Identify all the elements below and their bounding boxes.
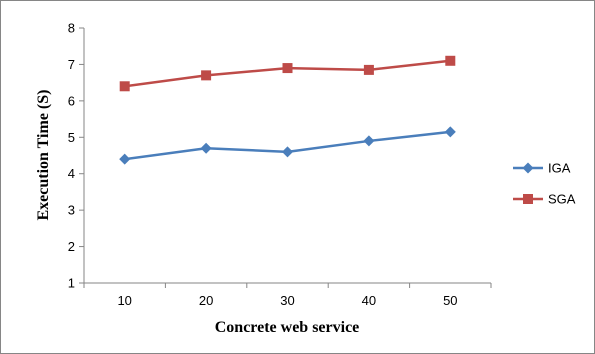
data-point — [282, 146, 293, 158]
data-point — [282, 63, 293, 74]
data-point — [444, 126, 456, 138]
legend: IGA SGA — [513, 161, 576, 207]
y-tick-label: 4 — [68, 166, 75, 181]
y-tick-label: 7 — [68, 57, 75, 72]
legend-item-iga: IGA — [513, 161, 571, 176]
data-point — [201, 70, 212, 81]
legend-item-sga: SGA — [513, 192, 576, 207]
x-tick-label: 30 — [280, 293, 294, 308]
x-tick-label: 40 — [362, 293, 376, 308]
data-point — [200, 142, 212, 154]
legend-marker — [523, 194, 533, 204]
y-tick-label: 1 — [68, 276, 75, 291]
series-layer — [119, 55, 456, 165]
y-axis-title: Execution Time (S) — [35, 90, 52, 221]
y-axis: 1 2 3 4 5 6 7 8 — [68, 21, 84, 291]
y-tick-label: 8 — [68, 21, 75, 36]
y-tick-label: 6 — [68, 93, 75, 108]
x-tick-label: 10 — [117, 293, 131, 308]
y-tick-label: 2 — [68, 239, 75, 254]
legend-label: IGA — [548, 161, 571, 176]
data-point — [363, 64, 374, 75]
y-tick-label: 5 — [68, 130, 75, 145]
data-point — [119, 81, 130, 92]
legend-marker — [522, 162, 534, 174]
y-tick-label: 3 — [68, 203, 75, 218]
x-axis: 10 20 30 40 50 — [83, 283, 492, 308]
plot-area — [83, 28, 491, 284]
data-point — [445, 55, 456, 66]
series-iga — [119, 126, 456, 165]
series-sga — [119, 55, 456, 92]
x-tick-label: 50 — [443, 293, 457, 308]
data-point — [363, 135, 375, 147]
x-axis-title: Concrete web service — [215, 319, 360, 336]
data-point — [119, 153, 131, 165]
legend-label: SGA — [548, 192, 576, 207]
x-tick-label: 20 — [199, 293, 213, 308]
